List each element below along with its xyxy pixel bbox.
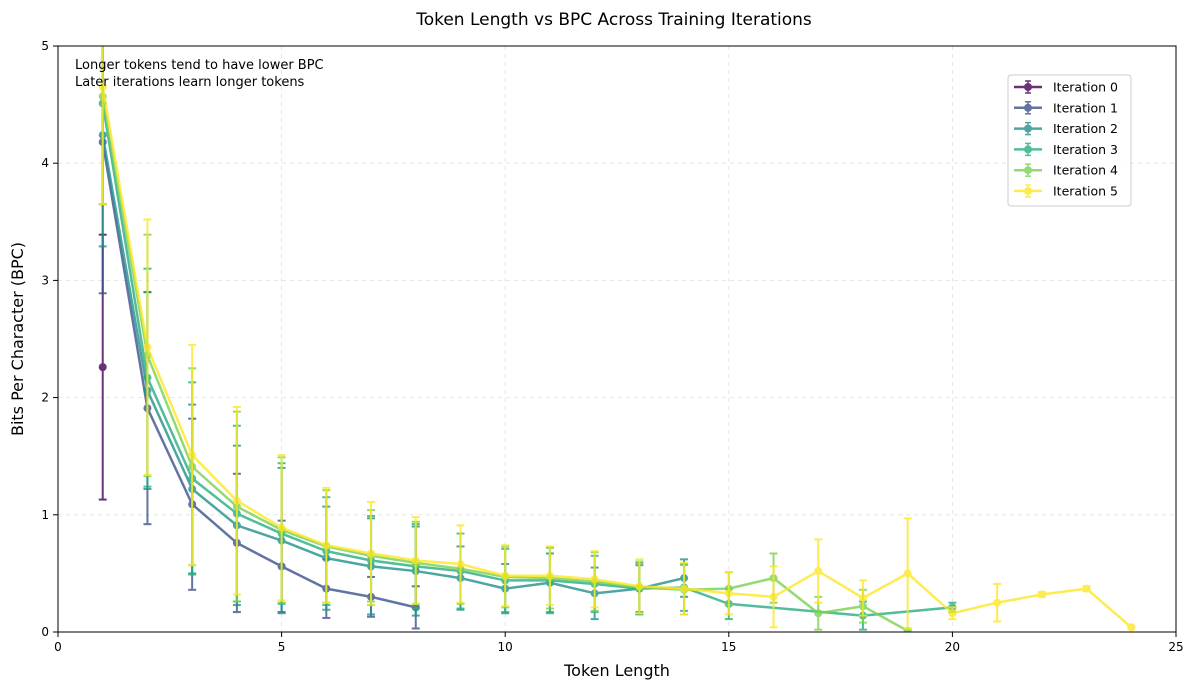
data-point [232,496,241,505]
legend-item [1014,80,1042,94]
legend-marker [1024,124,1032,133]
legend-label: Iteration 1 [1053,100,1118,115]
x-tick-label: 5 [278,640,286,654]
legend-item [1014,184,1042,198]
data-point [367,549,376,558]
legend-label: Iteration 5 [1053,184,1118,199]
legend-item [1014,101,1042,115]
data-point [769,592,778,601]
x-tick-label: 25 [1168,640,1183,654]
data-point [903,569,912,578]
data-point [680,584,689,593]
data-point [277,523,286,532]
data-point [322,541,331,550]
data-point [993,598,1002,607]
data-point [98,83,107,92]
annotation-text: Later iterations learn longer tokens [75,75,305,90]
data-point [456,560,465,569]
data-point [590,575,599,584]
data-point [188,451,197,460]
data-point [1082,584,1091,593]
plot-area [98,46,1136,632]
legend-label: Iteration 3 [1053,142,1118,157]
legend-item [1014,142,1042,157]
series-iteration-5 [98,46,1136,632]
x-tick-label: 20 [945,640,960,654]
annotation-text: Longer tokens tend to have lower BPC [75,58,324,73]
x-tick-label: 10 [498,640,513,654]
axis-ticks: 0 5 10 15 20 25 0 1 2 3 4 5 [41,39,1183,654]
series-line [101,86,1133,629]
plot-clip-group [98,46,1136,632]
y-tick-label: 2 [41,391,49,405]
y-tick-label: 0 [41,625,49,639]
data-point [814,567,823,576]
series-line [101,134,685,595]
data-point [724,589,733,598]
data-point [411,556,420,565]
legend-label: Iteration 0 [1053,80,1118,95]
legend: Iteration 0 Iteration 1 Iteration 2 Iterati… [1007,74,1132,207]
legend-marker [1024,103,1032,112]
series-line [101,141,417,609]
legend-label: Iteration 4 [1053,163,1118,178]
data-point [143,343,152,352]
legend-item [1014,121,1042,136]
data-point [1127,623,1136,632]
data-point [858,594,867,603]
data-point [635,582,644,591]
legend-marker [1024,145,1032,154]
x-axis-label: Token Length [563,661,670,680]
legend-marker [1024,83,1032,91]
data-point [1037,590,1046,599]
legend-marker [1024,187,1032,195]
plot-frame [57,45,1177,633]
y-tick-label: 4 [41,156,49,170]
data-point [948,609,957,618]
y-tick-label: 5 [41,39,49,53]
legend-label: Iteration 2 [1053,121,1118,136]
x-tick-label: 0 [54,640,62,654]
data-point [814,609,823,618]
legend-item [1014,163,1042,177]
y-tick-label: 1 [41,508,49,522]
data-point [501,571,510,580]
y-axis-label: Bits Per Character (BPC) [8,242,27,436]
legend-marker [1024,166,1032,175]
x-tick-label: 15 [721,640,736,654]
chart-title: Token Length vs BPC Across Training Iter… [415,10,812,30]
data-point [545,571,554,580]
y-tick-label: 3 [41,273,49,287]
data-point [98,363,107,372]
